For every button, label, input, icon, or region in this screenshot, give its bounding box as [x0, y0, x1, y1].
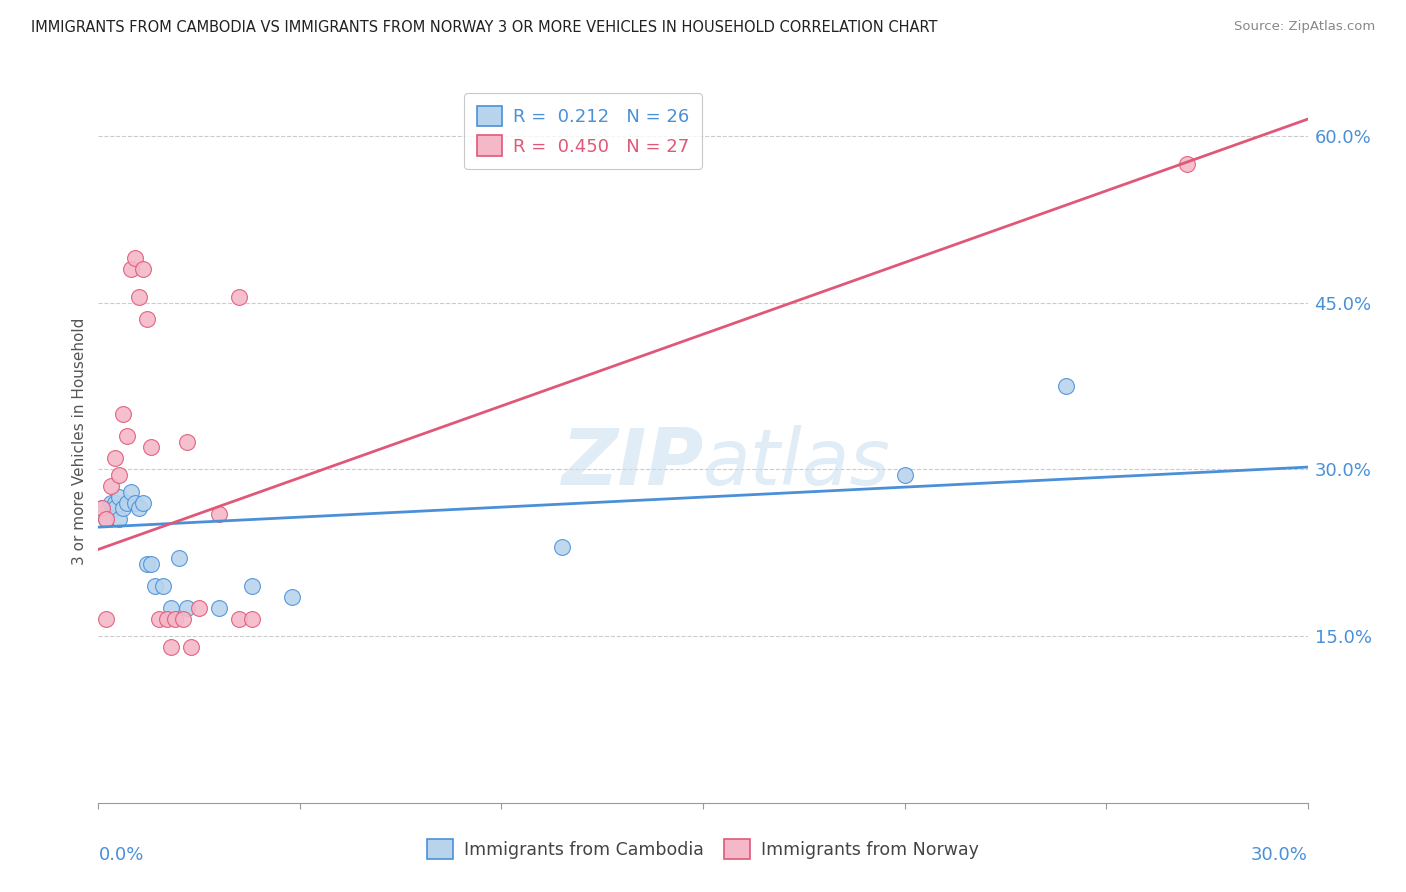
Point	[120, 484, 142, 499]
Point	[180, 640, 202, 655]
Point	[103, 496, 125, 510]
Point	[135, 557, 157, 571]
Point	[91, 501, 114, 516]
Point	[167, 551, 190, 566]
Point	[176, 601, 198, 615]
Text: 30.0%: 30.0%	[1251, 847, 1308, 864]
Point	[107, 512, 129, 526]
Point	[176, 434, 198, 449]
Point	[115, 496, 138, 510]
Point	[228, 290, 250, 304]
Point	[228, 612, 250, 626]
Point	[91, 501, 114, 516]
Point	[96, 512, 118, 526]
Point	[124, 251, 146, 265]
Point	[111, 407, 134, 421]
Point	[120, 262, 142, 277]
Point	[160, 601, 183, 615]
Point	[160, 640, 183, 655]
Text: Source: ZipAtlas.com: Source: ZipAtlas.com	[1234, 20, 1375, 33]
Point	[132, 262, 155, 277]
Point	[1054, 379, 1077, 393]
Point	[240, 579, 263, 593]
Point	[100, 479, 122, 493]
Point	[143, 579, 166, 593]
Point	[115, 429, 138, 443]
Point	[188, 601, 211, 615]
Point	[208, 507, 231, 521]
Point	[100, 496, 122, 510]
Point	[240, 612, 263, 626]
Text: IMMIGRANTS FROM CAMBODIA VS IMMIGRANTS FROM NORWAY 3 OR MORE VEHICLES IN HOUSEHO: IMMIGRANTS FROM CAMBODIA VS IMMIGRANTS F…	[31, 20, 938, 35]
Point	[124, 496, 146, 510]
Point	[96, 612, 118, 626]
Point	[163, 612, 186, 626]
Point	[96, 512, 118, 526]
Point	[111, 501, 134, 516]
Point	[1175, 156, 1198, 170]
Point	[135, 312, 157, 326]
Point	[103, 501, 125, 516]
Point	[132, 496, 155, 510]
Point	[172, 612, 194, 626]
Point	[107, 490, 129, 504]
Point	[208, 601, 231, 615]
Point	[148, 612, 170, 626]
Point	[139, 557, 162, 571]
Text: atlas: atlas	[703, 425, 891, 501]
Point	[128, 290, 150, 304]
Point	[156, 612, 179, 626]
Legend: Immigrants from Cambodia, Immigrants from Norway: Immigrants from Cambodia, Immigrants fro…	[420, 832, 986, 866]
Y-axis label: 3 or more Vehicles in Household: 3 or more Vehicles in Household	[72, 318, 87, 566]
Point	[128, 501, 150, 516]
Point	[551, 540, 574, 554]
Text: 0.0%: 0.0%	[98, 847, 143, 864]
Point	[281, 590, 304, 604]
Point	[103, 451, 125, 466]
Point	[139, 440, 162, 454]
Point	[107, 467, 129, 482]
Point	[152, 579, 174, 593]
Text: ZIP: ZIP	[561, 425, 703, 501]
Point	[893, 467, 915, 482]
